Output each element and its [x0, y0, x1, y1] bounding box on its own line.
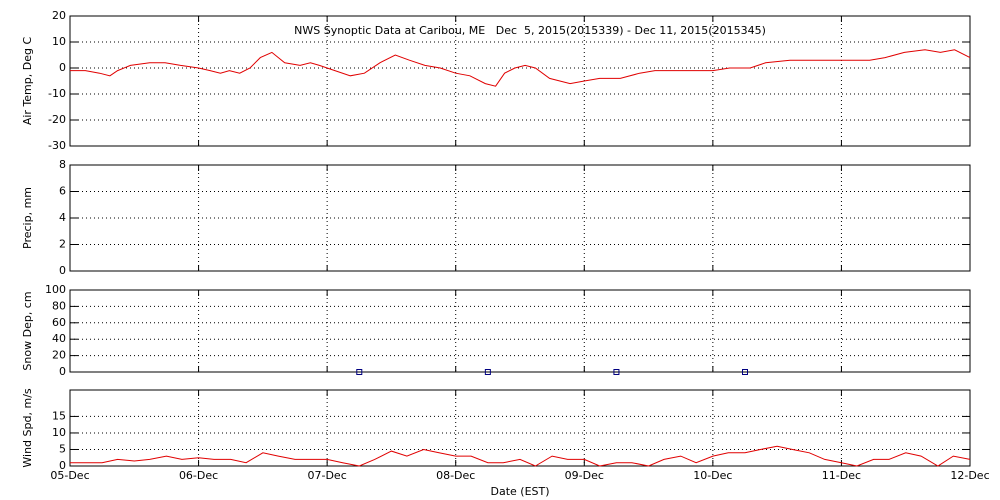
marker	[742, 369, 748, 375]
marker	[613, 369, 620, 375]
data-line	[70, 49, 971, 87]
y-tick-label: 20	[52, 349, 66, 362]
y-tick-label: -20	[48, 113, 66, 126]
y-axis-title: Snow Dep, cm	[21, 291, 34, 370]
y-tick-label: 10	[52, 35, 66, 48]
x-tick-label: 05-Dec	[50, 469, 89, 482]
x-tick-label: 08-Dec	[436, 469, 475, 482]
x-tick-label: 11-Dec	[822, 469, 861, 482]
marker	[484, 369, 491, 375]
x-tick-label: 12-Dec	[950, 469, 989, 482]
y-tick-label: 100	[45, 283, 66, 296]
y-tick-label: 2	[59, 238, 66, 251]
y-tick-label: 80	[52, 299, 66, 312]
plot-frame	[69, 389, 971, 467]
data-line	[70, 445, 971, 467]
y-tick-label: -30	[48, 139, 66, 152]
y-tick-label: 5	[59, 442, 66, 455]
x-tick-label: 09-Dec	[565, 469, 604, 482]
x-tick-label: 06-Dec	[179, 469, 218, 482]
y-tick-label: 0	[59, 61, 66, 74]
y-tick-label: 10	[52, 426, 66, 439]
y-tick-label: 40	[52, 332, 66, 345]
marker	[356, 369, 363, 375]
y-tick-label: 15	[52, 409, 66, 422]
y-tick-label: 4	[59, 211, 66, 224]
chart-title: NWS Synoptic Data at Caribou, ME Dec 5, …	[294, 24, 766, 37]
plot-frame	[69, 289, 971, 373]
y-tick-label: 6	[59, 185, 66, 198]
x-axis-title: Date (EST)	[490, 485, 549, 498]
y-tick-label: 20	[52, 9, 66, 22]
y-axis-title: Wind Spd, m/s	[21, 388, 34, 468]
y-tick-label: -10	[48, 87, 66, 100]
y-tick-label: 0	[59, 365, 66, 378]
plot-frame	[69, 164, 971, 272]
x-tick-label: 10-Dec	[693, 469, 732, 482]
y-tick-label: 60	[52, 316, 66, 329]
y-tick-label: 8	[59, 158, 66, 171]
y-axis-title: Air Temp, Deg C	[21, 37, 34, 126]
x-tick-label: 07-Dec	[308, 469, 347, 482]
y-axis-title: Precip, mm	[21, 187, 34, 249]
y-tick-label: 0	[59, 459, 66, 472]
y-tick-label: 0	[59, 264, 66, 277]
plot-frame	[69, 15, 971, 147]
